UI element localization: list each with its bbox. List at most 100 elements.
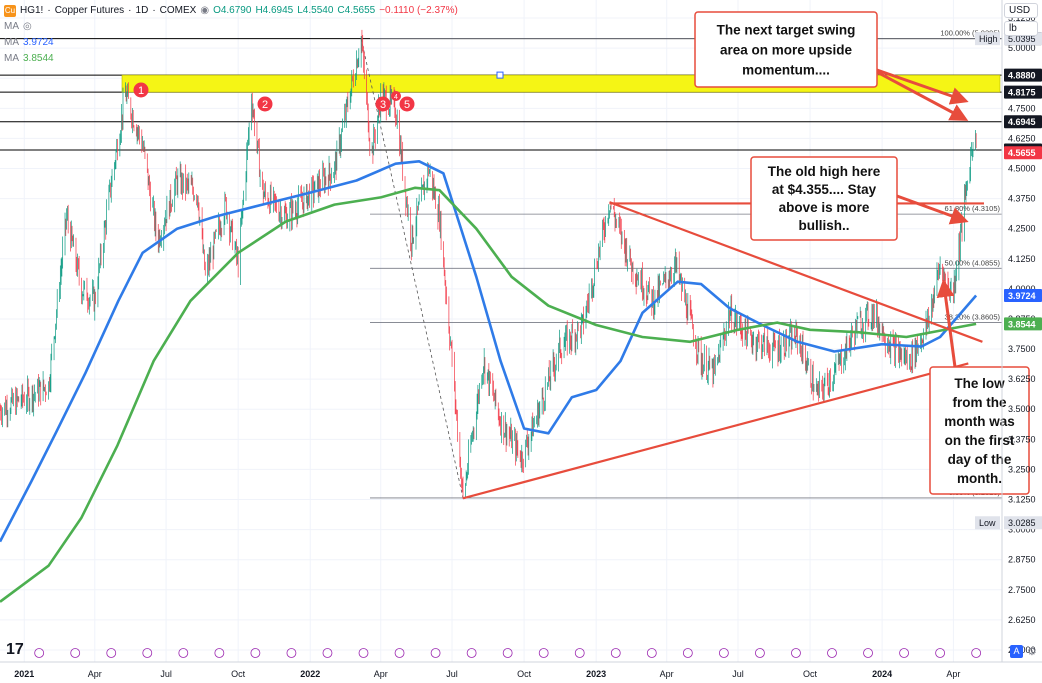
legend-volume-row[interactable]: MA ◎	[4, 19, 458, 35]
x-tick-label: Oct	[517, 669, 532, 679]
y-tick-label: 4.6250	[1008, 133, 1036, 143]
x-tick-label: Apr	[88, 669, 102, 679]
event-icon	[106, 648, 117, 658]
event-icon	[610, 648, 621, 658]
y-tick-label: 2.6250	[1008, 615, 1036, 625]
legend-low: L4.5540	[297, 5, 334, 16]
y-tick-label: 3.6250	[1008, 374, 1036, 384]
annotation-box	[750, 156, 898, 241]
x-tick-label: Apr	[946, 669, 960, 679]
y-tick-label: 4.7500	[1008, 103, 1036, 113]
event-icon	[34, 648, 45, 658]
swing-marker	[133, 82, 149, 98]
unit-selector[interactable]: lb	[1004, 21, 1038, 36]
eye-icon[interactable]: ◉	[200, 5, 210, 16]
annotation-box	[694, 11, 878, 88]
x-tick-label: Jul	[160, 669, 172, 679]
legend-exchange: COMEX	[159, 5, 197, 16]
swing-marker-label: 2	[262, 99, 268, 111]
annotation-text: month.	[957, 471, 1002, 486]
x-tick-label: Jul	[732, 669, 744, 679]
moving-average-line	[0, 186, 977, 603]
x-tick-label: 2021	[14, 669, 34, 679]
event-icon	[70, 648, 81, 658]
tradingview-logo: 17	[6, 641, 24, 658]
high-tag-value: 5.0395	[1008, 34, 1036, 44]
high-tag-text: High	[979, 34, 998, 44]
y-tick-label: 3.1250	[1008, 495, 1036, 505]
legend-ma2-value: 3.8544	[23, 53, 54, 64]
event-icon	[358, 648, 369, 658]
y-tick-label: 4.2500	[1008, 224, 1036, 234]
event-icon	[250, 648, 261, 658]
price-axis-label: 4.6945	[1008, 117, 1036, 127]
legend: Cu HG1! · Copper Futures · 1D · COMEX ◉ O4.…	[4, 3, 458, 67]
swing-marker-label: 5	[404, 99, 410, 111]
event-icon	[827, 648, 837, 658]
annotation-text: above is more	[779, 200, 870, 215]
price-axis-label: 4.8880	[1008, 71, 1036, 81]
y-tick-label: 3.0000	[1008, 525, 1036, 535]
price-axis-label: 3.9724	[1008, 291, 1036, 301]
swing-marker-label: 4	[394, 94, 398, 101]
x-tick-label: 2023	[586, 669, 606, 679]
legend-ma2-row[interactable]: MA 3.8544	[4, 51, 458, 67]
swing-marker	[399, 96, 415, 112]
event-icon	[286, 648, 297, 658]
annotation-text: from the	[953, 395, 1007, 410]
y-tick-label: 3.3750	[1008, 434, 1036, 444]
event-icon	[322, 648, 333, 658]
trendline	[609, 201, 983, 343]
fib-level-label: 50.00% (4.0855)	[945, 258, 1001, 267]
price-axis-label: 4.8175	[1008, 88, 1036, 98]
hidden-eye-icon[interactable]: ◎	[23, 21, 32, 32]
y-tick-label: 3.7500	[1008, 344, 1036, 354]
fib-level-label: 100.00% (5.0395)	[940, 29, 1000, 38]
legend-open: O4.6790	[213, 5, 252, 16]
x-tick-label: Apr	[660, 669, 674, 679]
price-axis-label-bg	[1004, 289, 1042, 303]
price-axis-label-bg	[1004, 68, 1042, 82]
y-tick-label: 4.5000	[1008, 164, 1036, 174]
low-tag-text: Low	[979, 518, 996, 528]
price-axis-label: 3.8544	[1008, 319, 1036, 329]
event-icon	[755, 648, 765, 658]
legend-interval: 1D	[135, 5, 149, 16]
price-axis-label-bg	[1004, 317, 1042, 331]
currency-selector[interactable]: USD	[1004, 3, 1038, 18]
fib-level-label: 38.20% (3.8605)	[945, 312, 1001, 321]
event-icon	[971, 648, 982, 658]
price-axis-label: 4.5655	[1008, 148, 1036, 158]
x-tick-label: Oct	[231, 669, 246, 679]
auto-scale-button[interactable]: A	[1010, 645, 1023, 658]
y-tick-label: 2.8750	[1008, 555, 1036, 565]
low-tag-bg	[975, 516, 1000, 530]
gear-icon[interactable]: ⚙	[1027, 646, 1037, 658]
swing-marker	[391, 91, 401, 101]
event-icon	[502, 648, 513, 658]
legend-symbol-row[interactable]: Cu HG1! · Copper Futures · 1D · COMEX ◉ O4.…	[4, 3, 458, 19]
annotation-text: area on more upside	[720, 43, 853, 58]
annotation-arrow	[896, 194, 969, 225]
event-icon	[466, 648, 477, 658]
low-tag-value: 3.0285	[1008, 518, 1036, 528]
legend-ma1-row[interactable]: MA 3.9724	[4, 35, 458, 51]
event-icon	[791, 648, 801, 658]
copper-symbol-icon: Cu	[4, 5, 16, 17]
y-tick-label: 4.0000	[1008, 284, 1036, 294]
currency-unit-panel: USD lb	[1004, 3, 1038, 39]
event-icon	[214, 648, 225, 658]
legend-change: −0.1110 (−2.37%)	[379, 5, 458, 16]
low-tag-value-bg	[1004, 516, 1042, 530]
legend-ma1-label: MA	[4, 37, 19, 48]
trendline	[462, 362, 969, 500]
event-icon	[935, 648, 946, 658]
moving-average-line	[0, 160, 978, 543]
y-tick-label: 4.1250	[1008, 254, 1036, 264]
event-icon	[178, 648, 189, 658]
event-icon	[538, 648, 549, 658]
legend-ma-empty: MA	[4, 21, 19, 32]
event-icon	[682, 648, 693, 658]
annotation-arrow	[936, 279, 957, 368]
